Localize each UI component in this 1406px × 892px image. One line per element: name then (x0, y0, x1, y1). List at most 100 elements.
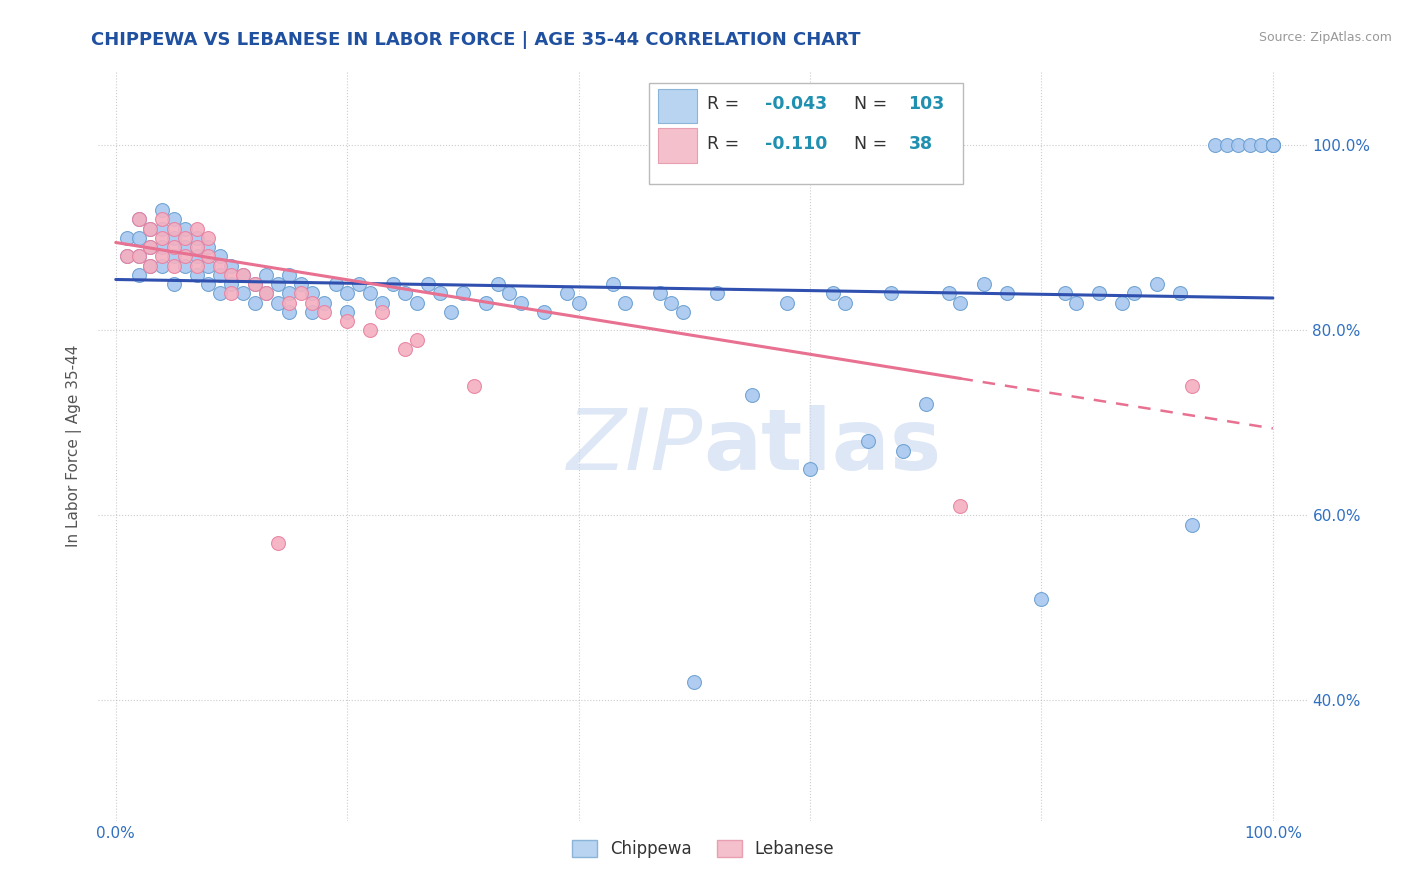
Point (995, 286, 1018, 301)
Point (267, 295, 290, 310)
Point (186, 259, 208, 273)
Point (162, 277, 184, 292)
Point (440, 305, 463, 319)
Point (174, 249, 197, 263)
Point (1031, 591, 1053, 606)
Point (186, 268, 208, 282)
Point (1261, 138, 1284, 153)
Point (949, 295, 972, 310)
Text: R =: R = (707, 95, 740, 112)
Point (117, 231, 139, 245)
Point (509, 295, 531, 310)
Point (312, 295, 335, 310)
Point (290, 277, 312, 292)
Point (139, 259, 162, 273)
Point (174, 240, 197, 254)
Point (162, 212, 184, 227)
Point (1123, 286, 1146, 301)
Point (301, 295, 323, 310)
Point (613, 295, 636, 310)
Point (232, 268, 254, 282)
Text: ZIP: ZIP (567, 404, 703, 488)
Point (683, 674, 706, 689)
Point (799, 462, 821, 476)
Point (186, 240, 208, 254)
Point (394, 286, 416, 301)
Point (162, 259, 184, 273)
Point (139, 240, 162, 254)
Text: CHIPPEWA VS LEBANESE IN LABOR FORCE | AGE 35-44 CORRELATION CHART: CHIPPEWA VS LEBANESE IN LABOR FORCE | AG… (91, 31, 860, 49)
Point (290, 286, 312, 301)
Y-axis label: In Labor Force | Age 35-44: In Labor Force | Age 35-44 (66, 345, 83, 547)
Point (208, 268, 231, 282)
Point (162, 240, 184, 254)
Point (139, 240, 162, 254)
Point (150, 259, 173, 273)
Point (128, 231, 150, 245)
Point (1204, 138, 1226, 153)
Point (418, 277, 440, 292)
Point (243, 295, 266, 310)
Point (139, 221, 162, 235)
Point (278, 268, 301, 282)
Point (232, 268, 254, 282)
Point (405, 333, 427, 347)
Point (174, 221, 197, 235)
Point (672, 305, 695, 319)
Point (856, 434, 879, 449)
Point (533, 305, 555, 319)
Point (278, 305, 301, 319)
Text: 103: 103 (908, 95, 945, 112)
Point (602, 277, 624, 292)
Point (371, 295, 394, 310)
Point (938, 286, 960, 301)
Point (197, 249, 219, 263)
FancyBboxPatch shape (658, 128, 697, 162)
Point (174, 259, 197, 273)
FancyBboxPatch shape (658, 88, 697, 123)
Point (243, 277, 266, 292)
Point (405, 295, 427, 310)
FancyBboxPatch shape (648, 83, 963, 184)
Point (1088, 286, 1111, 301)
Point (208, 259, 231, 273)
Point (382, 277, 405, 292)
Point (1261, 138, 1284, 153)
Point (555, 286, 578, 301)
Point (117, 249, 139, 263)
Point (197, 240, 219, 254)
Point (254, 268, 277, 282)
Text: 38: 38 (908, 135, 932, 153)
Point (186, 221, 208, 235)
Point (347, 277, 370, 292)
Point (197, 231, 219, 245)
Point (1181, 517, 1204, 532)
Point (221, 286, 243, 301)
Point (1250, 138, 1272, 153)
Point (162, 249, 184, 263)
Point (150, 231, 173, 245)
Point (880, 286, 903, 301)
Point (186, 249, 208, 263)
Point (312, 305, 335, 319)
Point (150, 221, 173, 235)
Point (128, 212, 150, 227)
Text: R =: R = (707, 135, 740, 153)
Text: Source: ZipAtlas.com: Source: ZipAtlas.com (1258, 31, 1392, 45)
Point (139, 259, 162, 273)
Text: N =: N = (855, 95, 887, 112)
Point (267, 536, 290, 550)
Point (232, 286, 254, 301)
Point (197, 259, 219, 273)
Point (208, 249, 231, 263)
Text: atlas: atlas (703, 404, 941, 488)
Point (823, 286, 845, 301)
Point (568, 295, 591, 310)
Point (706, 286, 728, 301)
Point (914, 397, 936, 411)
Point (1215, 138, 1237, 153)
Point (197, 277, 219, 292)
Point (1111, 295, 1133, 310)
Point (128, 268, 150, 282)
Point (648, 286, 671, 301)
